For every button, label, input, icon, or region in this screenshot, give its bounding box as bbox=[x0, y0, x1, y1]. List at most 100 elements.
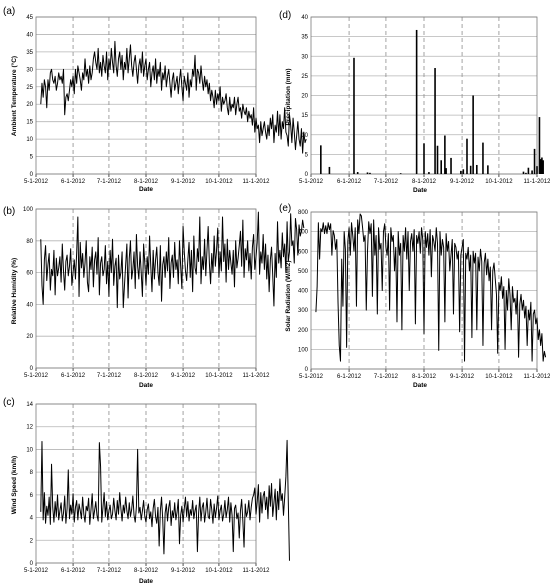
panel-d-ytick-label: 0 bbox=[305, 172, 309, 178]
panel-d-xtick-label: 7-1-2012 bbox=[374, 179, 399, 185]
panel-d-xtick-label: 8-1-2012 bbox=[412, 179, 437, 185]
panel-b-series-line bbox=[40, 211, 305, 309]
panel-a-ytick-label: 35 bbox=[26, 50, 33, 56]
panel-d-bar bbox=[450, 157, 452, 174]
panel-e-xtick-label: 5-1-2012 bbox=[299, 374, 324, 380]
panel-c-ytick-label: 4 bbox=[30, 516, 34, 522]
panel-a: 0 5 10 15 20 25 30 35 40 45 5-1-2012 6-1-2012 7-1-20… bbox=[24, 15, 307, 185]
panel-c-ytick-label: 0 bbox=[30, 561, 34, 567]
panel-d-bar bbox=[356, 172, 359, 174]
panel-b-xtick-label: 5-1-2012 bbox=[24, 373, 49, 379]
panel-d-bar bbox=[538, 117, 541, 174]
panel-c: 0 2 4 6 8 10 12 14 5-1-2012 6-1-2012 7-1-2012 8-1-2… bbox=[24, 402, 290, 574]
panel-b-xtick-label: 11-1-2012 bbox=[243, 373, 271, 379]
panel-d-bar bbox=[320, 145, 322, 174]
panel-d-bar bbox=[522, 171, 525, 174]
panel-d-bar bbox=[366, 172, 369, 174]
panel-d-bar bbox=[482, 142, 484, 174]
panel-d-bar bbox=[444, 135, 446, 174]
panel-e-xtick-label: 11-1-2012 bbox=[524, 374, 550, 380]
panel-b-xlabel: Date bbox=[139, 382, 153, 389]
panel-d-ytick-label: 35 bbox=[301, 35, 308, 41]
panel-label-b: (b) bbox=[3, 206, 15, 217]
panel-e-series-line bbox=[315, 213, 547, 362]
panel-d-bar bbox=[445, 168, 447, 174]
panel-c-ylabel: Wind Speed (km/h) bbox=[11, 456, 18, 514]
panel-b-xtick-label: 9-1-2012 bbox=[171, 373, 196, 379]
panel-b-ytick-label: 0 bbox=[30, 366, 34, 372]
panel-d-bar bbox=[462, 169, 465, 174]
panel-e-ytick-label: 500 bbox=[298, 269, 309, 275]
panel-a-xtick-label: 5-1-2012 bbox=[24, 179, 49, 185]
panel-b-xtick-label: 10-1-2012 bbox=[205, 373, 233, 379]
panel-e-ylabel: Solar Radiation (W/m2) bbox=[285, 260, 292, 331]
panel-d-ytick-label: 10 bbox=[301, 133, 308, 139]
panel-a-xtick-label: 10-1-2012 bbox=[205, 179, 233, 185]
panel-a-frame bbox=[35, 16, 257, 175]
panel-label-a: (a) bbox=[3, 6, 15, 17]
panel-b-ylabel: Relative Humidity (%) bbox=[11, 258, 18, 324]
panel-d-xlabel: Date bbox=[413, 187, 427, 194]
panel-c-xtick-label: 6-1-2012 bbox=[61, 568, 86, 574]
panel-d-ytick-label: 5 bbox=[305, 152, 309, 158]
panel-e-ytick-label: 300 bbox=[298, 308, 309, 314]
panel-d-bar bbox=[541, 157, 543, 174]
panel-e-ytick-label: 800 bbox=[298, 210, 309, 216]
panel-d-bar bbox=[469, 165, 472, 174]
panel-c-ytick-label: 2 bbox=[30, 538, 34, 544]
panel-d-bar bbox=[399, 173, 402, 174]
panel-label-c: (c) bbox=[3, 397, 15, 408]
panel-b-ytick-label: 100 bbox=[23, 207, 34, 213]
panel-e-ytick-label: 700 bbox=[298, 230, 309, 236]
panel-b-ytick-label: 20 bbox=[26, 334, 33, 340]
panel-a-xtick-label: 7-1-2012 bbox=[97, 179, 122, 185]
panel-d-bar bbox=[539, 159, 542, 174]
panel-e-xlabel: Date bbox=[413, 382, 427, 389]
panel-d-bar bbox=[369, 172, 371, 174]
panel-d-bar bbox=[434, 68, 436, 174]
panel-d-bar bbox=[460, 170, 462, 174]
panel-e-xtick-label: 6-1-2012 bbox=[337, 374, 362, 380]
panel-a-ytick-label: 0 bbox=[30, 172, 34, 178]
panel-c-ytick-label: 12 bbox=[26, 425, 33, 431]
panel-d-ytick-label: 30 bbox=[301, 54, 308, 60]
panel-d-xtick-label: 6-1-2012 bbox=[337, 179, 362, 185]
panel-c-ytick-label: 8 bbox=[30, 470, 34, 476]
panel-d-bar bbox=[328, 166, 331, 174]
panel-d-ytick-label: 25 bbox=[301, 74, 308, 80]
panel-d-bar bbox=[415, 29, 418, 174]
panel-a-xtick-label: 9-1-2012 bbox=[171, 179, 196, 185]
panel-a-xtick-label: 6-1-2012 bbox=[61, 179, 86, 185]
panel-b-ytick-label: 40 bbox=[26, 302, 33, 308]
panel-e-ytick-label: 0 bbox=[305, 367, 309, 373]
panel-c-xlabel: Date bbox=[139, 578, 153, 585]
panel-a-xtick-label: 11-1-2012 bbox=[243, 179, 271, 185]
panel-a-ylabel: Ambient Temperature (°C) bbox=[10, 56, 18, 136]
panel-a-series-line bbox=[40, 40, 307, 154]
panel-c-xtick-label: 10-1-2012 bbox=[205, 568, 233, 574]
panel-c-series-line bbox=[40, 439, 290, 561]
panel-d-xtick-label: 11-1-2012 bbox=[524, 179, 550, 185]
panel-d-ytick-label: 20 bbox=[301, 94, 308, 100]
panel-label-d: (d) bbox=[279, 10, 291, 21]
panel-b: 0 20 40 60 80 100 5-1-2012 6-1-2012 7-1-2012 8-1-… bbox=[23, 207, 305, 379]
panel-e-ytick-label: 200 bbox=[298, 328, 309, 334]
panel-c-ytick-label: 10 bbox=[26, 447, 33, 453]
panel-e-xtick-label: 7-1-2012 bbox=[374, 374, 399, 380]
panel-d: 0 5 10 15 20 25 30 35 40 5-1-2012 6-1-2012 7-1-2012… bbox=[299, 15, 550, 185]
panel-b-frame bbox=[35, 208, 257, 369]
panel-a-ytick-label: 30 bbox=[26, 67, 33, 73]
panel-d-xtick-label: 9-1-2012 bbox=[450, 179, 475, 185]
panel-e-xtick-label: 10-1-2012 bbox=[485, 374, 513, 380]
panel-d-bar bbox=[527, 167, 530, 174]
panel-b-xtick-label: 7-1-2012 bbox=[97, 373, 122, 379]
panel-d-bar bbox=[353, 57, 355, 174]
panel-d-bar bbox=[472, 95, 474, 174]
panel-b-xtick-label: 8-1-2012 bbox=[134, 373, 159, 379]
panel-d-bar bbox=[423, 143, 425, 174]
panel-b-ytick-label: 60 bbox=[26, 271, 33, 277]
panel-d-bar bbox=[428, 172, 430, 174]
panel-d-ytick-label: 15 bbox=[301, 113, 308, 119]
panel-label-e: (e) bbox=[279, 203, 291, 214]
panel-d-bar bbox=[525, 172, 527, 174]
